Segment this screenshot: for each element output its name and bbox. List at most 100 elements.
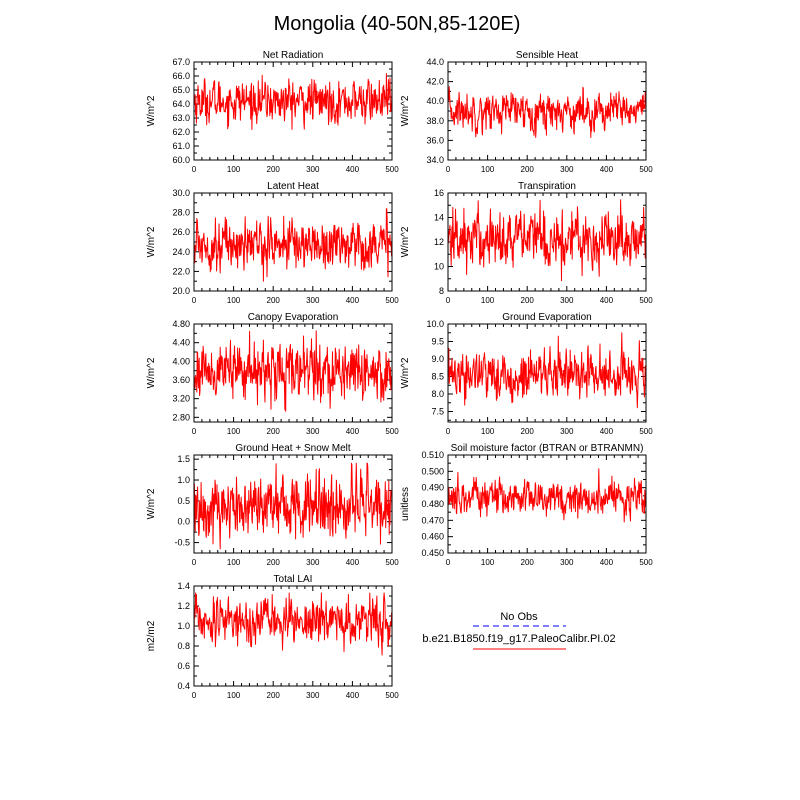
panel-7: Soil moisture factor (BTRAN or BTRANMN) u… bbox=[400, 443, 653, 567]
x-tick-label: 100 bbox=[481, 165, 495, 174]
series-line bbox=[193, 462, 393, 550]
legend-label-no-obs: No Obs bbox=[500, 611, 538, 623]
x-tick-label: 200 bbox=[267, 558, 281, 567]
x-tick-label: 500 bbox=[385, 165, 399, 174]
x-tick-label: 300 bbox=[560, 296, 574, 305]
panel-5: Ground Evaporation W/m^2 7.5 8.0 8.5 9.0 9.5 10… bbox=[400, 312, 653, 436]
plot-frame bbox=[447, 323, 647, 423]
panel-2: Latent Heat W/m^2 20.0 22.0 24.0 26.0 28.0 30.0… bbox=[146, 181, 399, 305]
y-tick-label: 8 bbox=[439, 286, 444, 296]
series-line bbox=[193, 73, 393, 130]
x-tick-label: 100 bbox=[481, 427, 495, 436]
y-tick-label: -0.5 bbox=[174, 538, 190, 548]
x-tick-label: 500 bbox=[639, 165, 653, 174]
y-tick-label: 24.0 bbox=[172, 247, 190, 257]
plot-frame bbox=[447, 61, 647, 161]
x-tick-label: 400 bbox=[346, 296, 360, 305]
x-tick-label: 400 bbox=[600, 296, 614, 305]
x-tick-label: 100 bbox=[227, 558, 241, 567]
x-tick-label: 200 bbox=[267, 296, 281, 305]
series-line bbox=[447, 332, 647, 409]
y-tick-label: 61.0 bbox=[172, 141, 190, 151]
panel-1: Sensible Heat W/m^2 34.0 36.0 38.0 40.0 42.0 44… bbox=[400, 50, 653, 174]
series-line bbox=[447, 86, 647, 138]
series-line bbox=[447, 468, 647, 523]
y-tick-label: 0.5 bbox=[177, 496, 190, 506]
x-tick-label: 300 bbox=[306, 296, 320, 305]
y-tick-label: 10.0 bbox=[426, 319, 444, 329]
x-tick-label: 400 bbox=[346, 558, 360, 567]
y-tick-label: 0.8 bbox=[177, 641, 190, 651]
x-tick-label: 400 bbox=[600, 165, 614, 174]
x-tick-label: 100 bbox=[481, 296, 495, 305]
x-tick-label: 200 bbox=[267, 427, 281, 436]
x-tick-label: 200 bbox=[521, 296, 535, 305]
y-tick-label: 14 bbox=[434, 213, 444, 223]
y-tick-label: 7.5 bbox=[431, 407, 444, 417]
x-tick-label: 200 bbox=[521, 558, 535, 567]
x-tick-label: 200 bbox=[267, 691, 281, 700]
y-tick-label: 16 bbox=[434, 188, 444, 198]
x-tick-label: 300 bbox=[306, 165, 320, 174]
y-tick-label: 67.0 bbox=[172, 57, 190, 67]
y-tick-label: 8.5 bbox=[431, 372, 444, 382]
panel-title: Canopy Evaporation bbox=[248, 312, 339, 323]
x-tick-label: 100 bbox=[227, 691, 241, 700]
y-tick-label: 40.0 bbox=[426, 96, 444, 106]
y-tick-label: 0.460 bbox=[421, 532, 444, 542]
x-tick-label: 300 bbox=[560, 427, 574, 436]
plot-frame bbox=[193, 323, 393, 423]
y-tick-label: 66.0 bbox=[172, 71, 190, 81]
y-tick-label: 9.0 bbox=[431, 354, 444, 364]
plot-frame bbox=[447, 192, 647, 292]
plot-frame bbox=[447, 454, 647, 554]
y-tick-label: 12 bbox=[434, 237, 444, 247]
panel-title: Ground Evaporation bbox=[502, 312, 592, 323]
y-tick-label: 62.0 bbox=[172, 127, 190, 137]
series-line bbox=[447, 199, 647, 282]
x-tick-label: 300 bbox=[560, 165, 574, 174]
series-line bbox=[193, 208, 393, 282]
y-tick-label: 1.5 bbox=[177, 454, 190, 464]
y-tick-label: 4.80 bbox=[172, 319, 190, 329]
panel-title: Latent Heat bbox=[267, 181, 319, 192]
panel-title: Soil moisture factor (BTRAN or BTRANMN) bbox=[451, 443, 644, 454]
x-tick-label: 200 bbox=[521, 427, 535, 436]
x-tick-label: 100 bbox=[227, 165, 241, 174]
y-tick-label: 0.490 bbox=[421, 483, 444, 493]
y-tick-label: 10 bbox=[434, 262, 444, 272]
x-tick-label: 300 bbox=[560, 558, 574, 567]
y-axis-label: W/m^2 bbox=[400, 357, 411, 388]
y-tick-label: 64.0 bbox=[172, 99, 190, 109]
y-tick-label: 0.480 bbox=[421, 499, 444, 509]
y-tick-label: 0.4 bbox=[177, 681, 190, 691]
x-tick-label: 500 bbox=[385, 296, 399, 305]
y-tick-label: 0.450 bbox=[421, 548, 444, 558]
x-tick-label: 400 bbox=[600, 558, 614, 567]
series-line bbox=[193, 592, 393, 656]
y-tick-label: 2.80 bbox=[172, 412, 190, 422]
y-tick-label: 34.0 bbox=[426, 155, 444, 165]
series-line bbox=[193, 330, 393, 412]
y-tick-label: 8.0 bbox=[431, 389, 444, 399]
x-tick-label: 400 bbox=[346, 691, 360, 700]
y-tick-label: 1.0 bbox=[177, 621, 190, 631]
panel-0: Net Radiation W/m^2 60.0 61.0 62.0 63.0 64.0 65… bbox=[146, 50, 399, 174]
panel-title: Total LAI bbox=[274, 574, 313, 585]
x-tick-label: 500 bbox=[639, 558, 653, 567]
x-tick-label: 400 bbox=[346, 427, 360, 436]
x-tick-label: 300 bbox=[306, 691, 320, 700]
x-tick-label: 0 bbox=[192, 558, 197, 567]
y-tick-label: 0.0 bbox=[177, 517, 190, 527]
legend-label-model: b.e21.B1850.f19_g17.PaleoCalibr.PI.02 bbox=[422, 633, 615, 645]
x-tick-label: 500 bbox=[639, 427, 653, 436]
y-axis-label: W/m^2 bbox=[400, 95, 411, 126]
panels: Net Radiation W/m^2 60.0 61.0 62.0 63.0 64.0 65… bbox=[146, 50, 653, 700]
figure-title: Mongolia (40-50N,85-120E) bbox=[274, 13, 521, 35]
x-tick-label: 0 bbox=[446, 165, 451, 174]
y-tick-label: 22.0 bbox=[172, 266, 190, 276]
x-tick-label: 200 bbox=[521, 165, 535, 174]
y-tick-label: 26.0 bbox=[172, 227, 190, 237]
y-tick-label: 42.0 bbox=[426, 77, 444, 87]
x-tick-label: 0 bbox=[446, 558, 451, 567]
